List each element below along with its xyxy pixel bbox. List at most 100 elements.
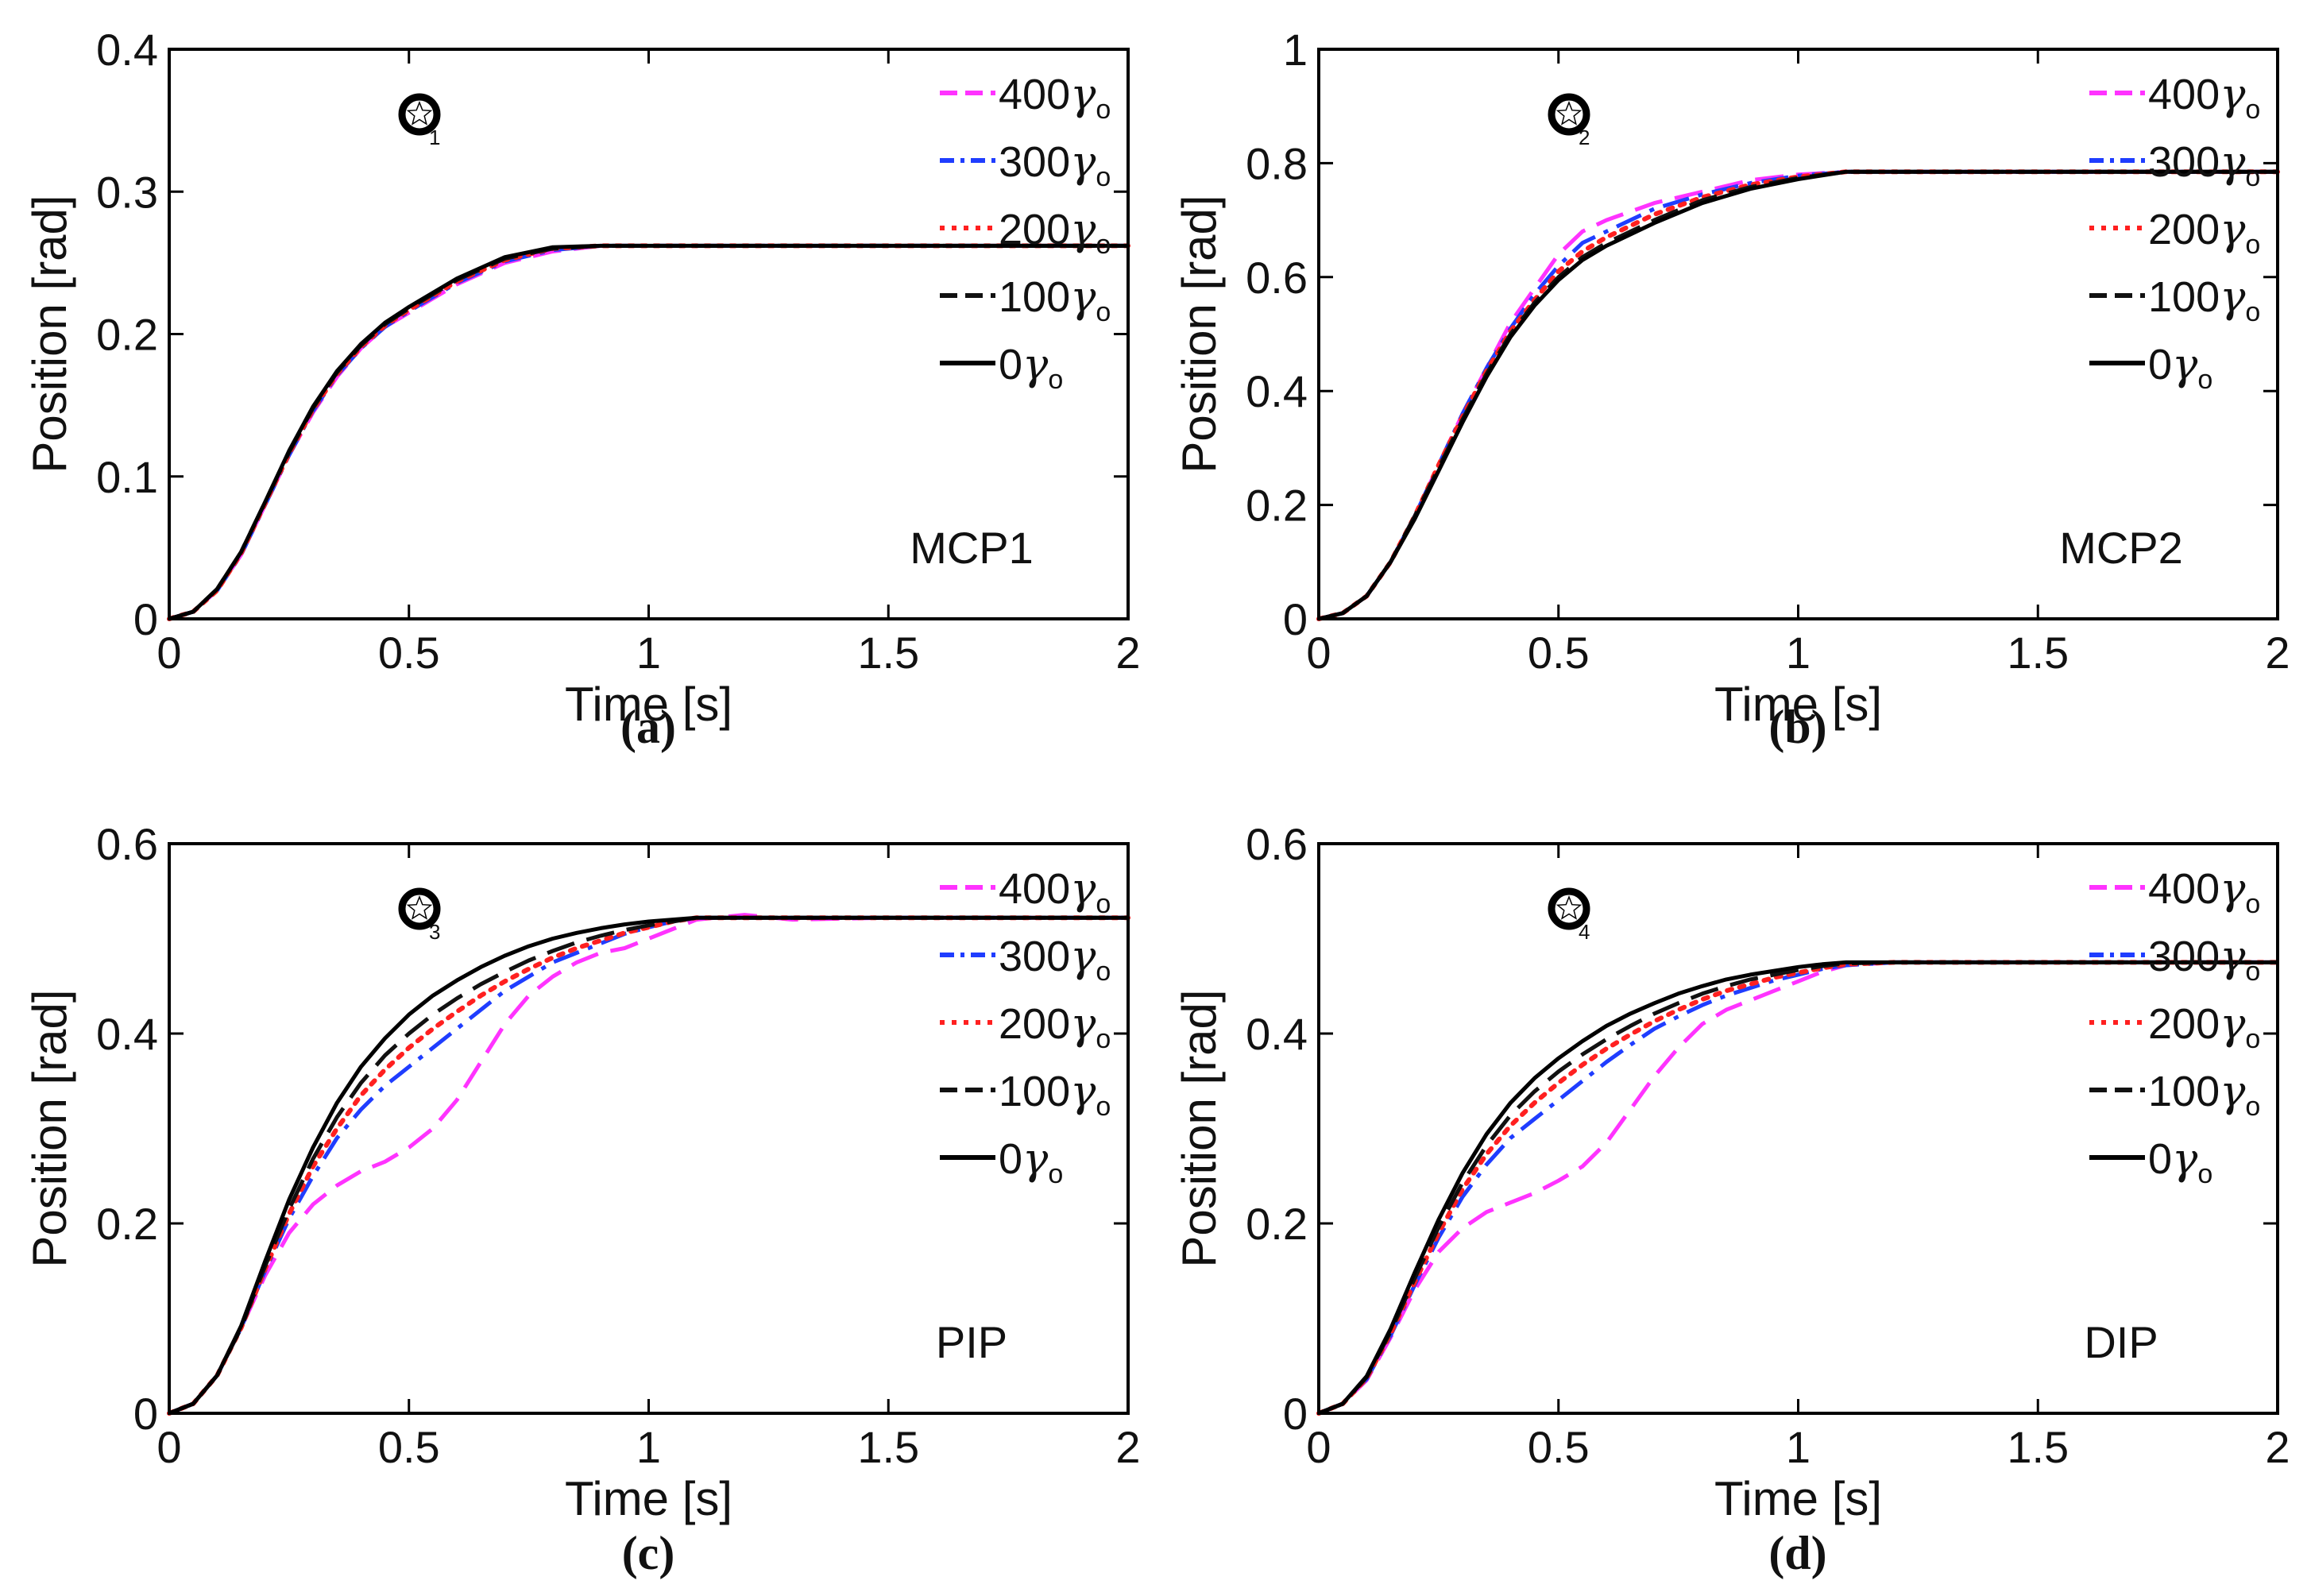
legend-value: 100: [2148, 273, 2220, 321]
legend-item-400yc: 400γo: [2089, 69, 2260, 125]
legend-subscript: o: [2245, 230, 2260, 260]
x-tick-label: 0.5: [1528, 1422, 1590, 1472]
legend-label: 0γo: [2148, 339, 2212, 395]
legend-item-300yc: 300γo: [2089, 137, 2260, 192]
panel-name-label: PIP: [936, 1317, 1007, 1367]
x-tick-label: 0: [157, 1422, 181, 1472]
y-axis-title: Position [rad]: [1173, 195, 1226, 473]
legend-label: 300γo: [999, 137, 1111, 192]
legend-gamma: γ: [1070, 999, 1096, 1049]
legend-subscript: o: [1096, 230, 1111, 260]
legend-label: 400γo: [2148, 864, 2260, 919]
y-tick-label: 0.2: [96, 1199, 158, 1249]
legend-item-300yc: 300γo: [940, 931, 1111, 987]
y-tick-label: 0.1: [96, 452, 158, 502]
legend-label: 100γo: [999, 272, 1111, 327]
marker-star: [406, 895, 433, 920]
series-line-200yc: [167, 915, 1130, 1416]
legend-value: 300: [2148, 933, 2220, 980]
legend-item-100yc: 100γo: [2089, 272, 2260, 327]
y-tick-label: 0.4: [96, 1009, 158, 1059]
series-line-400yc: [168, 913, 1128, 1416]
x-tick-label: 1.5: [857, 628, 919, 678]
legend-item-300yc: 300γo: [940, 137, 1111, 192]
legend-gamma: γ: [2220, 931, 2246, 981]
legend-value: 0: [2148, 341, 2172, 388]
legend-label: 100γo: [999, 1066, 1111, 1122]
legend-subscript: o: [2197, 365, 2212, 395]
marker-star: [1555, 895, 1583, 920]
legend-subscript: o: [2245, 95, 2260, 125]
panel-caption: (a): [620, 701, 676, 753]
star-marker-icon: 1: [398, 93, 441, 149]
y-tick-label: 0.4: [1246, 1009, 1308, 1059]
legend-item-400yc: 400γo: [940, 69, 1111, 125]
legend-gamma: γ: [2220, 272, 2246, 322]
panel-name-label: MCP2: [2059, 523, 2183, 573]
legend-label: 200γo: [2148, 204, 2260, 260]
legend-gamma: γ: [1070, 272, 1096, 322]
legend-label: 0γo: [999, 1134, 1063, 1189]
x-tick-label: 0.5: [378, 628, 440, 678]
legend-item-100yc: 100γo: [940, 272, 1111, 327]
legend-item-0yc: 0γo: [2089, 1134, 2212, 1189]
legend-gamma: γ: [2220, 204, 2246, 254]
legend-subscript: o: [2245, 162, 2260, 192]
legend-label: 400γo: [999, 69, 1111, 125]
y-tick-label: 0: [1283, 1389, 1308, 1439]
marker-subscript: 2: [1579, 126, 1590, 149]
panel-name-label: MCP1: [910, 523, 1034, 573]
legend-item-100yc: 100γo: [940, 1066, 1111, 1122]
x-tick-label: 0: [1306, 1422, 1331, 1472]
legend-subscript: o: [2245, 956, 2260, 987]
y-tick-label: 0: [133, 594, 158, 644]
y-tick-label: 0: [1283, 594, 1308, 644]
y-axis-title: Position [rad]: [23, 989, 76, 1267]
legend-label: 0γo: [2148, 1134, 2212, 1189]
marker-subscript: 1: [429, 126, 440, 149]
y-tick-label: 0.6: [96, 819, 158, 869]
x-tick-label: 1.5: [2007, 628, 2069, 678]
legend-value: 0: [999, 341, 1022, 388]
legend-subscript: o: [2245, 297, 2260, 327]
legend-value: 300: [999, 933, 1070, 980]
legend-value: 200: [2148, 206, 2220, 253]
series-line-400yc: [1318, 960, 2278, 1416]
x-axis-title: Time [s]: [565, 678, 732, 731]
legend-gamma: γ: [1022, 1134, 1049, 1184]
x-tick-label: 0: [1306, 628, 1331, 678]
legend-value: 400: [999, 71, 1070, 118]
legend-subscript: o: [1096, 95, 1111, 125]
marker-subscript: 3: [429, 920, 440, 944]
legend-gamma: γ: [2220, 69, 2246, 119]
legend-gamma: γ: [2220, 1066, 2246, 1116]
legend-subscript: o: [1096, 297, 1111, 327]
panel-name-label: DIP: [2084, 1317, 2158, 1367]
chart-panel-d: 0 0.5 1 1.5 2 0 0.2 0.4 0.6 Time [s] Position [rad…: [1173, 819, 2290, 1579]
legend-label: 300γo: [2148, 137, 2260, 192]
legend-gamma: γ: [1070, 1066, 1096, 1116]
legend-value: 400: [999, 865, 1070, 913]
legend-subscript: o: [2245, 1024, 2260, 1054]
legend-label: 200γo: [999, 999, 1111, 1054]
legend-label: 200γo: [999, 204, 1111, 260]
legend-gamma: γ: [1070, 137, 1096, 187]
y-tick-label: 0.2: [1246, 1199, 1308, 1249]
y-tick-label: 0.4: [1246, 366, 1308, 416]
legend-gamma: γ: [1070, 931, 1096, 981]
panel-caption: (b): [1768, 701, 1826, 753]
y-tick-label: 1: [1283, 25, 1308, 75]
legend-item-200yc: 200γo: [2089, 999, 2260, 1054]
legend-label: 400γo: [999, 864, 1111, 919]
x-tick-label: 1: [1786, 628, 1811, 678]
legend-item-0yc: 0γo: [2089, 339, 2212, 395]
legend-item-200yc: 200γo: [940, 999, 1111, 1054]
legend-gamma: γ: [1022, 339, 1049, 389]
legend-value: 0: [2148, 1135, 2172, 1183]
legend-gamma: γ: [1070, 69, 1096, 119]
y-tick-label: 0.6: [1246, 819, 1308, 869]
legend-item-200yc: 200γo: [2089, 204, 2260, 260]
y-tick-label: 0.2: [96, 310, 158, 360]
legend-gamma: γ: [1070, 204, 1096, 254]
